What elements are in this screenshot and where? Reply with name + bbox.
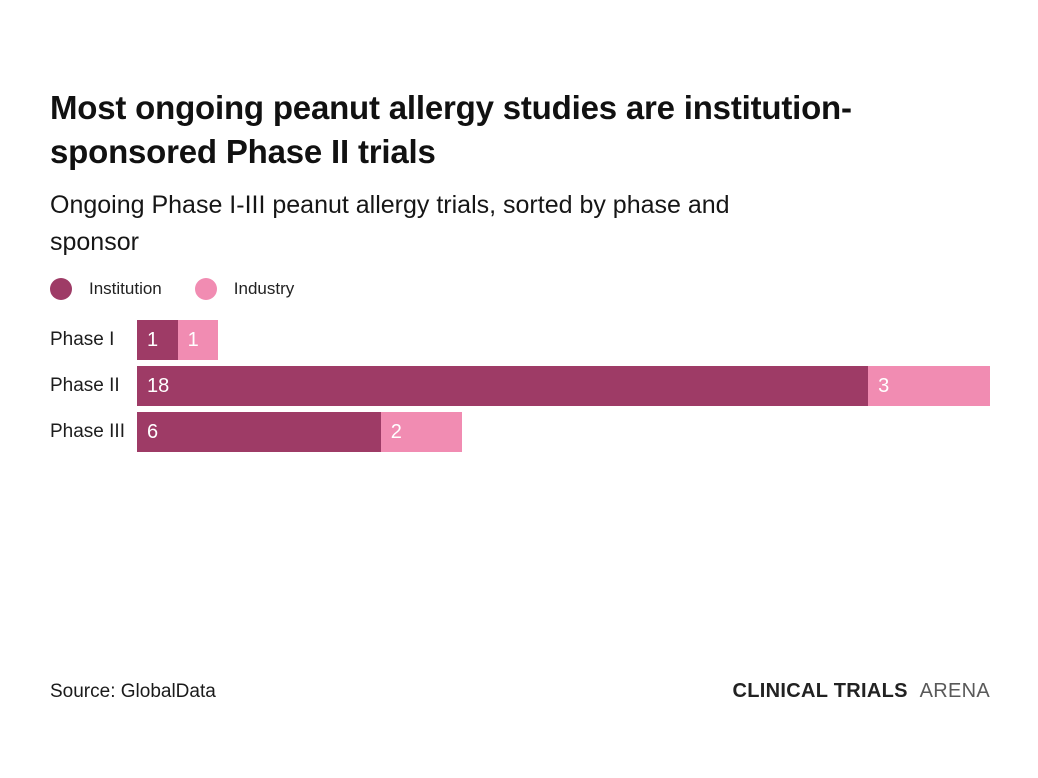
legend-label-institution: Institution [89,279,162,298]
category-label: Phase I [50,329,115,350]
bar-value-label: 18 [147,374,170,397]
legend-item-industry: Industry [194,278,295,300]
bar-segment-institution: 6 [137,412,381,452]
bar-track: 18 3 [137,366,990,406]
bar-value-label: 3 [878,374,890,397]
bar-segment-industry: 2 [380,412,462,452]
bar-value-label: 1 [147,328,159,351]
brand-logo: CLINICAL TRIALS ARENA [733,680,991,703]
page-subtitle: Ongoing Phase I-III peanut allergy trial… [50,191,730,256]
brand-logo-light: ARENA [919,680,990,702]
industry-swatch-icon [194,278,217,300]
source-text: Source: GlobalData [50,681,216,702]
legend-label-industry: Industry [233,279,295,298]
bar-rows: Phase I 1 1 Phase II 18 3 Phase III 6 2 [50,320,990,452]
page-title: Most ongoing peanut allergy studies are … [50,89,852,170]
bar-value-label: 1 [187,328,199,351]
brand-logo-bold: CLINICAL TRIALS [732,680,908,702]
category-label: Phase III [50,421,125,442]
bar-segment-institution: 18 [137,366,869,406]
legend-item-institution: Institution [50,278,162,300]
footer: Source: GlobalData CLINICAL TRIALS ARENA [50,680,990,703]
bar-value-label: 6 [147,420,159,443]
bar-row: Phase III 6 2 [50,412,990,452]
bar-row: Phase II 18 3 [50,366,990,406]
chart-content: Most ongoing peanut allergy studies are … [0,86,1038,452]
bar-value-label: 2 [390,420,402,443]
category-label: Phase II [50,375,120,396]
bar-segment-institution: 1 [137,320,178,360]
stacked-bar-chart: Phase I 1 1 Phase II 18 3 Phase III 6 2 [50,320,990,452]
bar-segment-industry: 3 [868,366,990,406]
legend: Institution Industry [50,278,990,300]
bar-segment-industry: 1 [177,320,219,360]
institution-swatch-icon [50,278,72,300]
